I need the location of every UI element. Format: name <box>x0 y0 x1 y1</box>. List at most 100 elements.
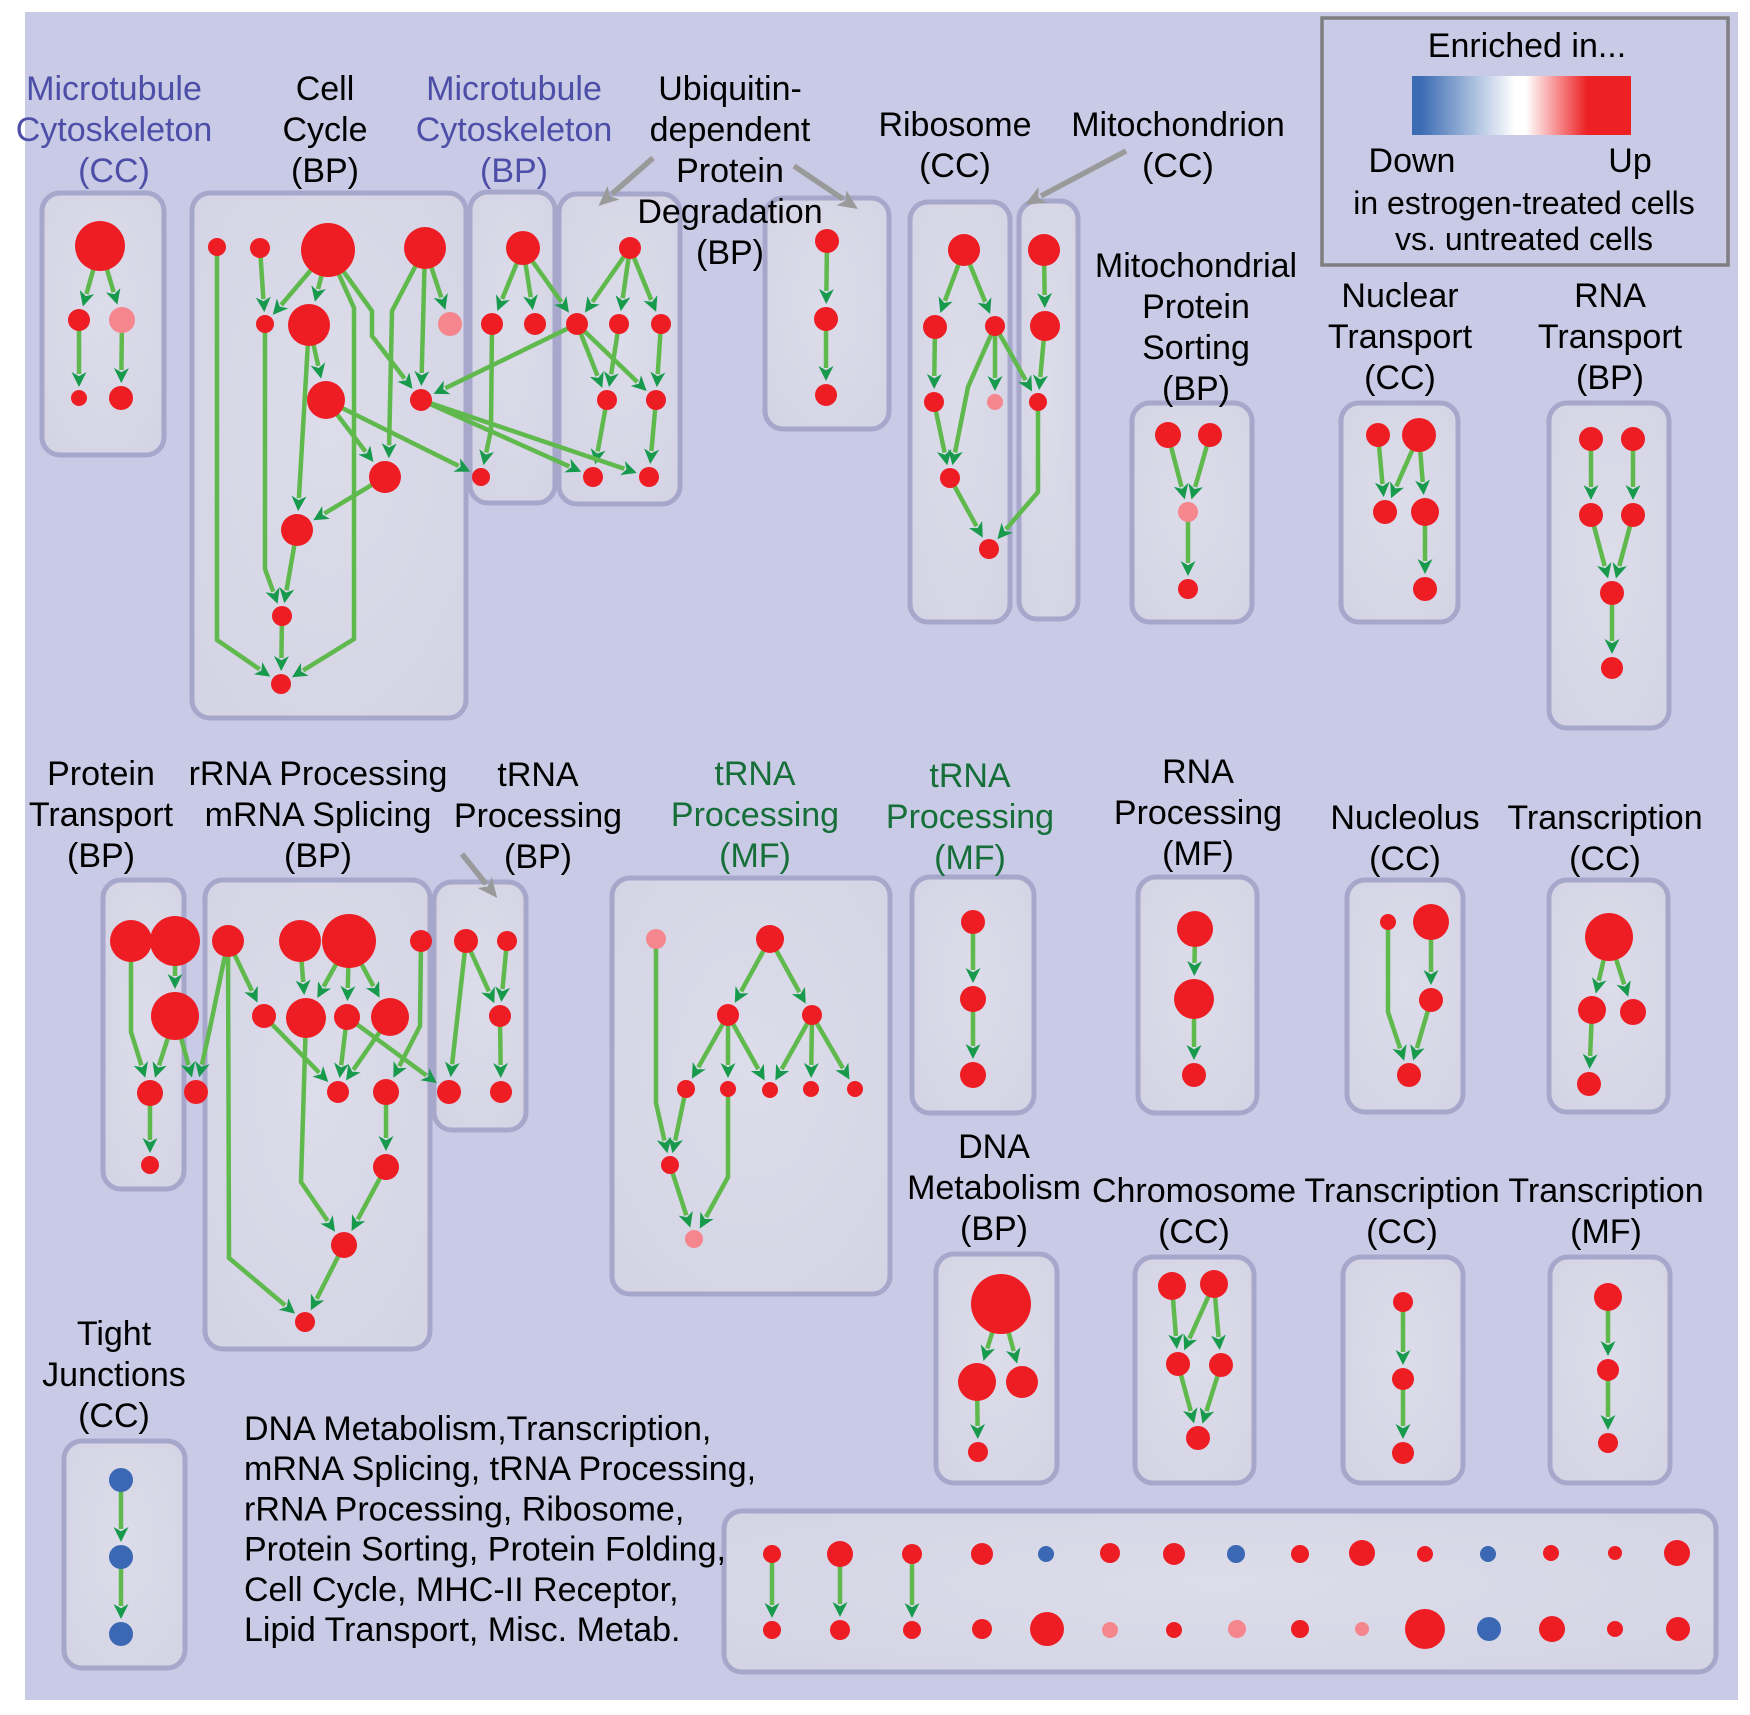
edge-nD-nG <box>775 1013 814 1081</box>
node-u3 <box>1392 1442 1414 1464</box>
group-label-line: Cycle <box>282 111 367 149</box>
node-t3 <box>1166 1352 1190 1376</box>
group-label-line: dependent <box>650 111 811 149</box>
node-nK <box>685 1230 703 1248</box>
group-label-line: (BP) <box>960 1210 1028 1248</box>
label-arrow-1 <box>598 155 655 206</box>
text-block-line: Protein Sorting, Protein Folding, <box>244 1531 726 1569</box>
node-r1 <box>1585 913 1633 961</box>
node-w10t <box>1349 1540 1375 1566</box>
node-w12t <box>1480 1546 1496 1562</box>
group-label-line: Metabolism <box>907 1169 1081 1207</box>
node-nA <box>646 929 666 949</box>
group-label-tight-junctions-cc: Tight Junctions (CC) <box>42 1315 186 1435</box>
group-label-line: RNA <box>1574 277 1646 315</box>
node-w14t <box>1608 1546 1622 1560</box>
gray-arrows-layer <box>459 148 1128 899</box>
node-u2 <box>1392 1368 1414 1390</box>
group-label-line: (CC) <box>1158 1213 1230 1251</box>
group-label-trna-processing-mf-2: tRNA Processing (MF) <box>886 757 1054 877</box>
nodes-layer <box>68 221 1690 1649</box>
group-box-nuclear-transport-cc <box>1338 400 1461 625</box>
node-nE <box>677 1080 695 1098</box>
group-label-line: tRNA <box>497 756 579 794</box>
node-w5t <box>1038 1546 1054 1562</box>
group-label-microtubule-cc: Microtubule Cytoskeleton (CC) <box>16 70 213 190</box>
group-label-line: (BP) <box>67 837 135 875</box>
group-label-line: Sorting <box>1142 329 1250 367</box>
group-label-line: Transcription <box>1507 799 1702 837</box>
node-b3 <box>301 223 355 277</box>
group-label-nuclear-transport-cc: Nuclear Transport (CC) <box>1328 277 1473 397</box>
node-m2 <box>497 931 517 951</box>
node-i5 <box>1413 577 1437 601</box>
node-w11b <box>1405 1609 1445 1649</box>
node-c4 <box>472 468 490 486</box>
group-label-line: Transcription <box>1508 1172 1703 1210</box>
group-label-rna-transport-bp: RNA Transport (BP) <box>1538 277 1683 397</box>
group-box-trna-processing-mf-1 <box>609 875 893 1297</box>
node-h4 <box>1178 579 1198 599</box>
group-label-line: (BP) <box>1162 370 1230 408</box>
node-g3 <box>1029 393 1047 411</box>
node-w3t <box>902 1544 922 1564</box>
group-label-line: RNA <box>1162 753 1234 791</box>
group-label-line: Processing <box>671 796 839 834</box>
node-nI <box>847 1081 863 1097</box>
node-b8 <box>307 381 345 419</box>
edge-b8-c4 <box>324 397 471 472</box>
edge-b5-b12 <box>262 324 280 604</box>
edge-q1-q4 <box>1385 922 1407 1061</box>
group-label-line: (CC) <box>78 1397 150 1435</box>
node-w9b <box>1291 1620 1309 1638</box>
node-k4 <box>137 1080 163 1106</box>
node-w1b <box>763 1621 781 1639</box>
legend-up-label: Up <box>1608 142 1651 180</box>
node-nH <box>803 1081 819 1097</box>
node-t2 <box>1200 1270 1228 1298</box>
group-label-trna-processing-mf-1: tRNA Processing (MF) <box>671 755 839 875</box>
label-arrow-4 <box>459 852 498 899</box>
group-label-line: (MF) <box>1570 1213 1642 1251</box>
edge-l1-l13 <box>225 940 296 1314</box>
group-box-mitochondrion-cc <box>1016 198 1081 622</box>
group-label-line: Protein <box>47 755 155 793</box>
node-x1 <box>109 1468 133 1492</box>
group-box-misc-bottom <box>721 1508 1719 1675</box>
node-w3b <box>903 1621 921 1639</box>
node-g1 <box>1028 234 1060 266</box>
node-b11 <box>281 514 313 546</box>
group-label-line: Processing <box>1114 794 1282 832</box>
node-u1 <box>1393 1292 1413 1312</box>
edge-k1-k4 <box>128 941 148 1078</box>
group-label-line: Transcription <box>1304 1172 1499 1210</box>
node-nJ <box>661 1156 679 1174</box>
node-w8t <box>1227 1545 1245 1563</box>
group-label-line: Cytoskeleton <box>416 111 613 149</box>
label-arrow-2 <box>792 163 858 210</box>
node-w13t <box>1543 1545 1559 1561</box>
group-label-chromosome-cc: Chromosome (CC) <box>1092 1172 1296 1251</box>
group-box-rna-transport-bp <box>1546 400 1672 731</box>
node-a5 <box>109 386 133 410</box>
node-b5 <box>256 315 274 333</box>
node-r4 <box>1577 1072 1601 1096</box>
node-e2 <box>814 307 838 331</box>
node-b6 <box>288 304 330 346</box>
text-block-line: Cell Cycle, MHC-II Receptor, <box>244 1571 679 1609</box>
group-label-transcription-mf: Transcription (MF) <box>1508 1172 1703 1251</box>
node-w15t <box>1664 1540 1690 1566</box>
node-f1 <box>948 234 980 266</box>
node-f6 <box>940 468 960 488</box>
node-m4 <box>490 1081 512 1103</box>
node-l8 <box>371 998 409 1036</box>
node-w13b <box>1539 1616 1565 1642</box>
node-t1 <box>1158 1272 1186 1300</box>
node-w15b <box>1666 1617 1690 1641</box>
edge-b6-b11 <box>291 324 312 512</box>
node-w4t <box>971 1543 993 1565</box>
node-b4 <box>404 227 446 269</box>
node-b12 <box>272 606 292 626</box>
node-m1 <box>454 929 478 953</box>
